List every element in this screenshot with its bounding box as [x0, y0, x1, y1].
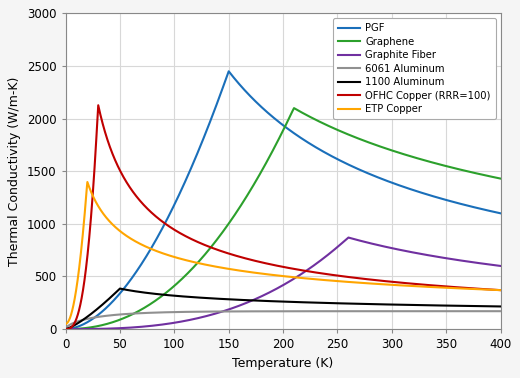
OFHC Copper (RRR=100) — [379, 279, 385, 283]
Y-axis label: Thermal Conductivity (W/m-K): Thermal Conductivity (W/m-K) — [8, 76, 21, 266]
Line: 1100 Aluminum: 1100 Aluminum — [66, 288, 501, 329]
Graphite Fiber — [463, 259, 469, 263]
1100 Aluminum — [463, 304, 469, 308]
ETP Copper — [249, 270, 255, 275]
Line: Graphene: Graphene — [66, 108, 501, 329]
PGF — [269, 115, 276, 119]
OFHC Copper (RRR=100) — [95, 103, 101, 107]
OFHC Copper (RRR=100) — [498, 288, 504, 293]
Graphene — [245, 191, 252, 195]
1100 Aluminum — [484, 304, 490, 308]
PGF — [249, 96, 255, 100]
ETP Copper — [245, 270, 252, 274]
Graphite Fiber — [63, 327, 69, 332]
Line: OFHC Copper (RRR=100): OFHC Copper (RRR=100) — [66, 105, 501, 329]
Graphite Fiber — [345, 235, 352, 240]
ETP Copper — [63, 321, 69, 326]
Graphite Fiber — [484, 262, 490, 266]
1100 Aluminum — [117, 286, 123, 291]
ETP Copper — [463, 287, 469, 291]
OFHC Copper (RRR=100) — [63, 327, 69, 332]
Legend: PGF, Graphene, Graphite Fiber, 6061 Aluminum, 1100 Aluminum, OFHC Copper (RRR=10: PGF, Graphene, Graphite Fiber, 6061 Alum… — [333, 19, 496, 119]
Graphene — [249, 185, 255, 190]
ETP Copper — [269, 273, 276, 277]
Graphene — [498, 176, 504, 181]
6061 Aluminum — [63, 325, 69, 330]
1100 Aluminum — [269, 299, 276, 304]
PGF — [498, 211, 504, 215]
Graphite Fiber — [379, 244, 385, 248]
Line: Graphite Fiber: Graphite Fiber — [66, 237, 501, 329]
OFHC Copper (RRR=100) — [463, 286, 469, 290]
6061 Aluminum — [498, 309, 504, 313]
PGF — [484, 208, 490, 212]
Line: ETP Copper: ETP Copper — [66, 182, 501, 324]
1100 Aluminum — [498, 304, 504, 309]
PGF — [463, 203, 469, 208]
Graphite Fiber — [245, 300, 252, 304]
X-axis label: Temperature (K): Temperature (K) — [232, 357, 334, 370]
1100 Aluminum — [249, 298, 255, 303]
Graphene — [484, 174, 490, 178]
OFHC Copper (RRR=100) — [245, 257, 252, 262]
1100 Aluminum — [63, 327, 69, 331]
ETP Copper — [484, 287, 490, 292]
Graphite Fiber — [269, 288, 276, 293]
Graphite Fiber — [249, 298, 255, 303]
ETP Copper — [498, 288, 504, 293]
Graphene — [63, 327, 69, 332]
ETP Copper — [84, 180, 90, 184]
6061 Aluminum — [245, 309, 252, 314]
6061 Aluminum — [269, 309, 276, 314]
OFHC Copper (RRR=100) — [249, 258, 255, 262]
6061 Aluminum — [379, 309, 385, 313]
Line: PGF: PGF — [66, 71, 501, 329]
PGF — [63, 327, 69, 332]
OFHC Copper (RRR=100) — [269, 262, 276, 267]
Graphite Fiber — [498, 264, 504, 268]
Line: 6061 Aluminum: 6061 Aluminum — [66, 311, 501, 328]
Graphene — [291, 106, 297, 110]
ETP Copper — [379, 282, 385, 287]
Graphene — [463, 169, 469, 173]
PGF — [226, 69, 232, 74]
6061 Aluminum — [484, 309, 490, 313]
OFHC Copper (RRR=100) — [484, 287, 490, 291]
Graphene — [379, 145, 385, 149]
6061 Aluminum — [249, 309, 255, 314]
1100 Aluminum — [245, 298, 252, 302]
PGF — [379, 177, 385, 181]
PGF — [245, 92, 252, 97]
6061 Aluminum — [462, 309, 469, 313]
1100 Aluminum — [379, 302, 385, 307]
Graphene — [269, 149, 276, 153]
